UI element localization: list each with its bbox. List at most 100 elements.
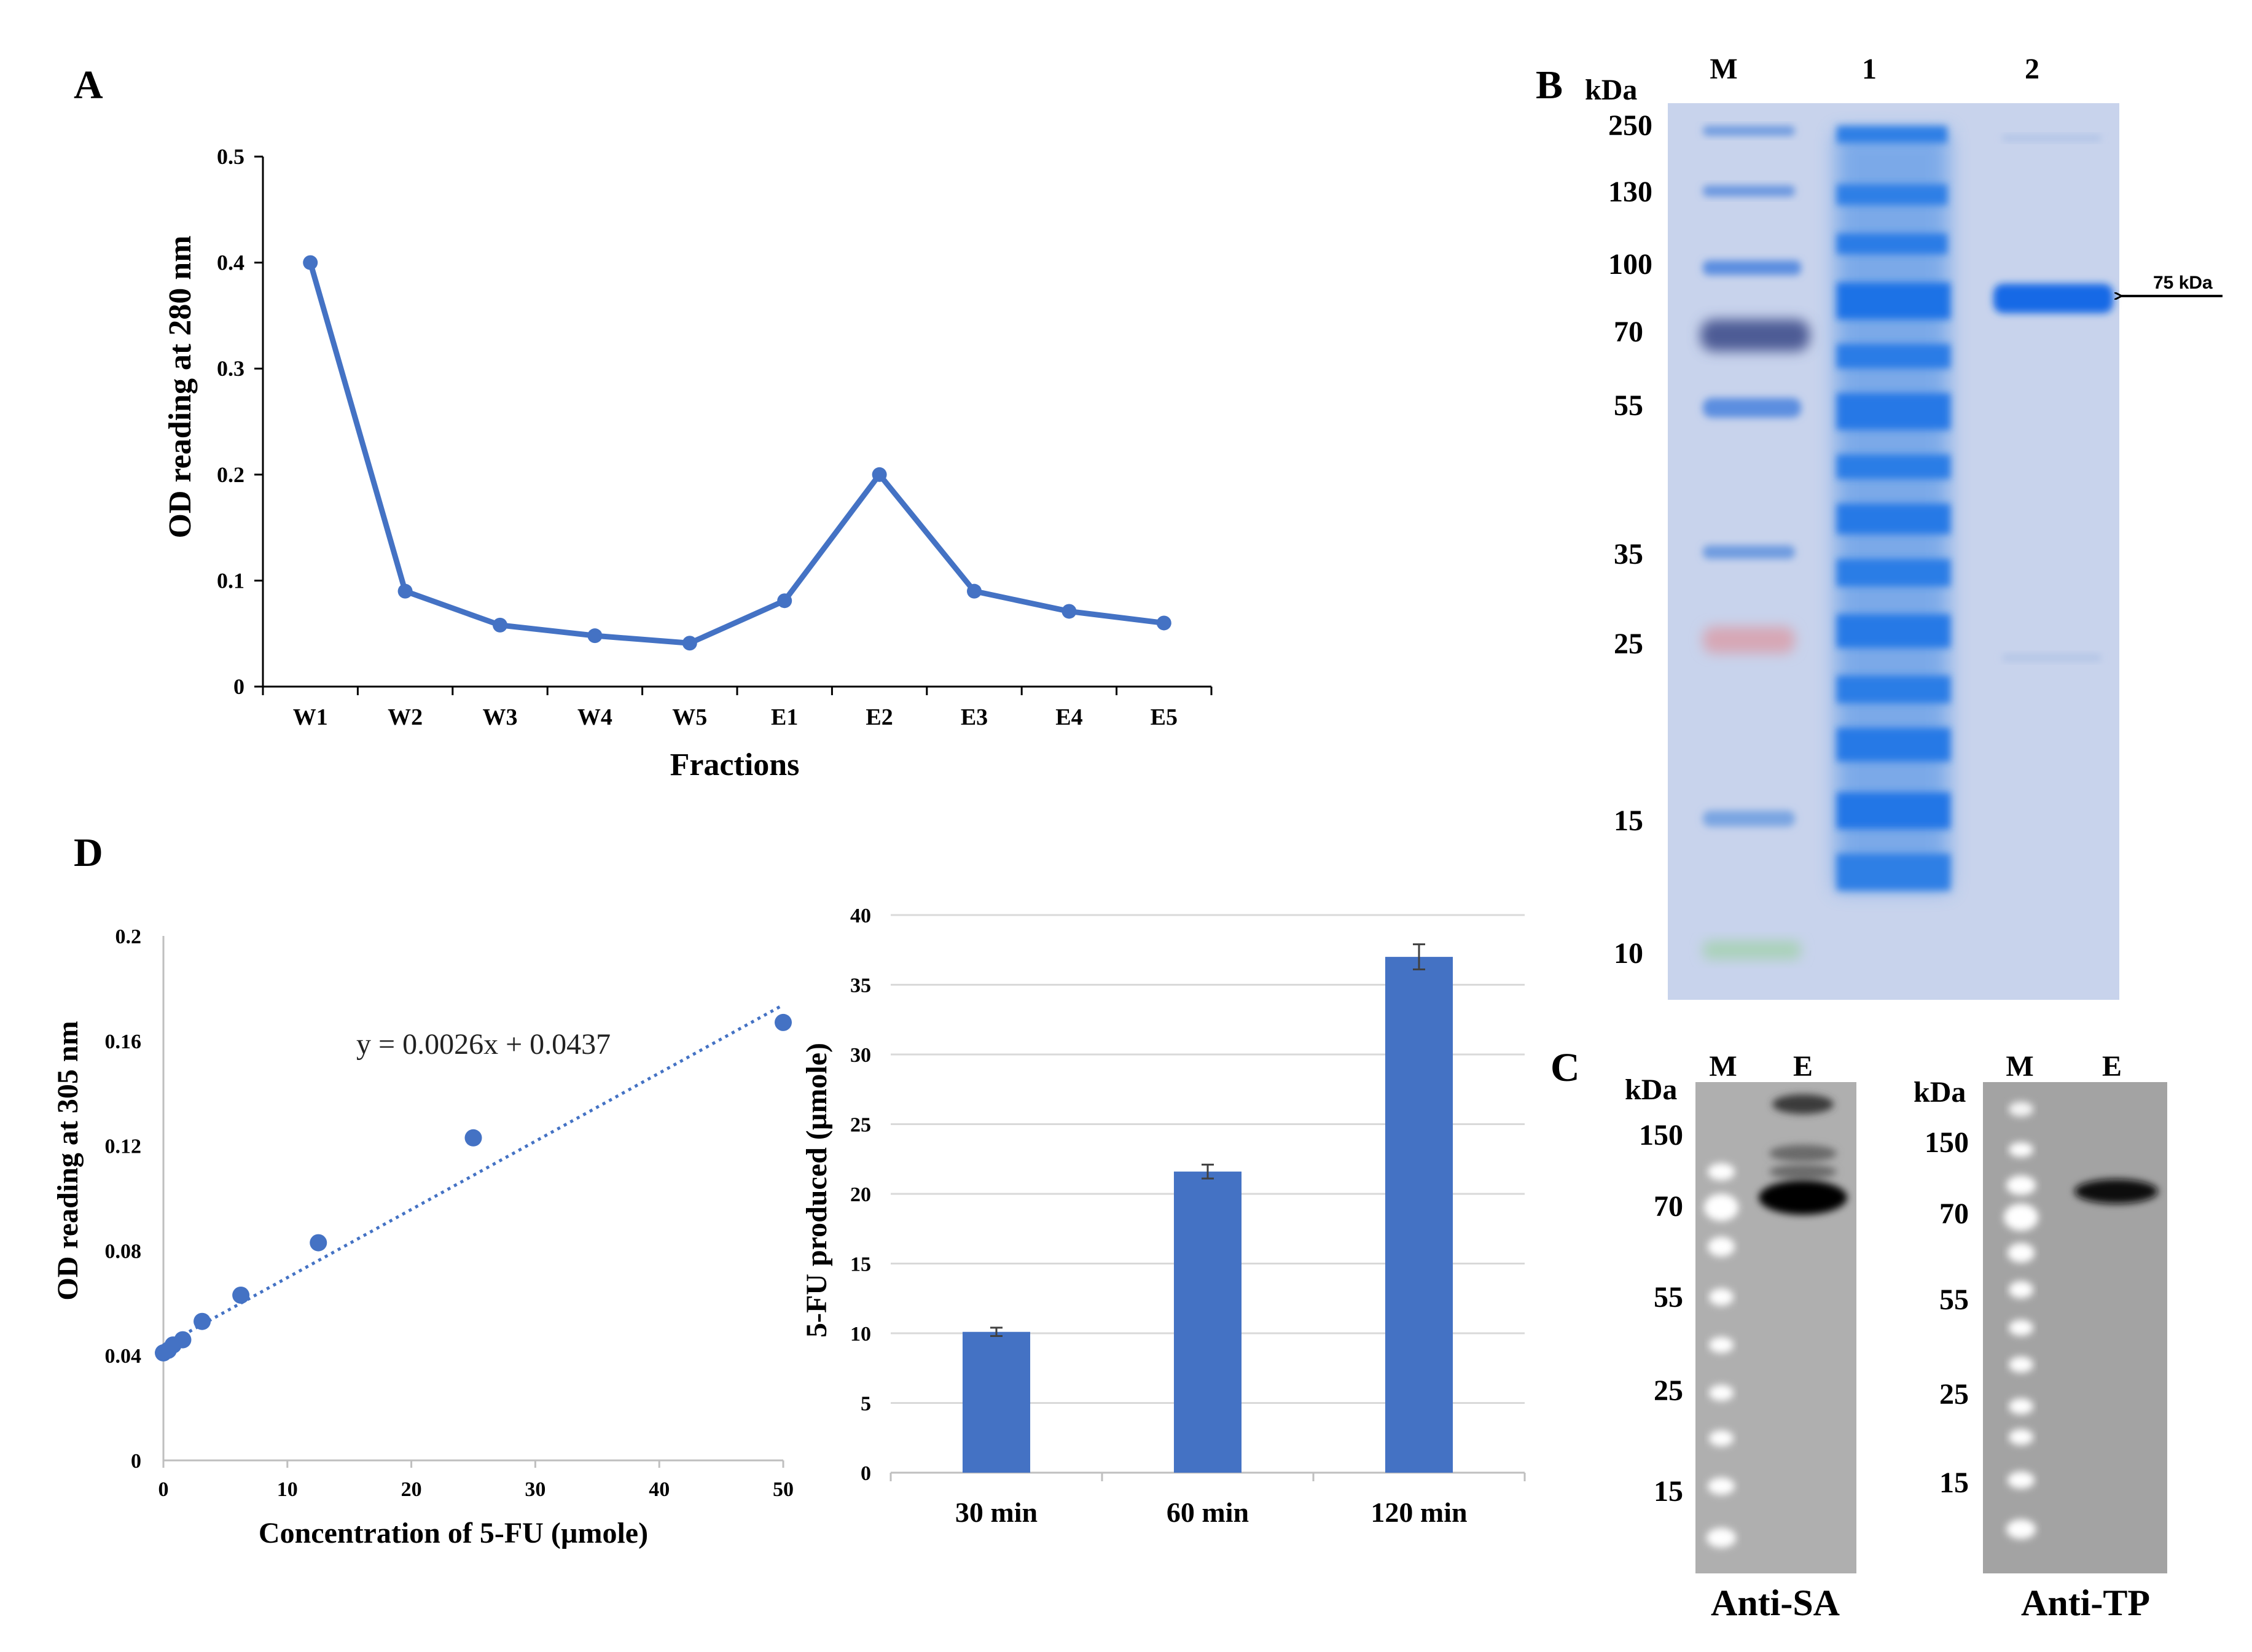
gel-marker-55: 55 [1614, 389, 1643, 422]
blot-1-lane-m: M [1709, 1050, 1737, 1083]
blot-2-marker-150: 150 [1925, 1126, 1969, 1159]
y-tick-label: 40 [850, 905, 871, 927]
x-tick-label: W4 [577, 704, 612, 730]
y-tick-label: 30 [850, 1044, 871, 1067]
x-tick-label: E3 [961, 704, 988, 730]
blot-1-image [1695, 1082, 1856, 1573]
y-tick-label: 0 [233, 674, 244, 699]
data-point [777, 593, 792, 609]
gel-marker-70: 70 [1614, 316, 1643, 348]
data-point [194, 1312, 211, 1330]
bar-chart: 0 5 10 15 20 25 30 35 40 30 min 60 min 120 min [850, 905, 1526, 1528]
data-point [464, 1129, 482, 1147]
gel-unit-label: kDa [1585, 74, 1637, 106]
data-point [682, 636, 697, 651]
blot-2-marker-15: 15 [1939, 1467, 1969, 1499]
blot-2-marker-70: 70 [1939, 1198, 1969, 1230]
data-point [775, 1013, 792, 1031]
data-point [303, 255, 318, 270]
data-point [310, 1234, 327, 1252]
gel-marker-10: 10 [1614, 937, 1643, 970]
x-tick-label: 30 min [955, 1497, 1038, 1528]
series-line [307, 262, 1165, 646]
x-tick-label: W2 [388, 704, 423, 730]
x-tick-label: 50 [773, 1478, 794, 1501]
data-point [232, 1286, 250, 1304]
gel-marker-25: 25 [1614, 628, 1643, 660]
blot-2-lane-e: E [2102, 1050, 2122, 1083]
blot-1-marker-55: 55 [1654, 1281, 1683, 1314]
data-point [967, 583, 982, 599]
y-tick-label: 0.08 [105, 1240, 142, 1263]
y-tick-label: 0 [861, 1462, 871, 1485]
line-chart: 0 0.1 0.2 0.3 0.4 0.5 W1 W2 W3 W4 W5 E1 E2 E3 E4 E5 [217, 144, 1213, 730]
x-tick-label: 30 [525, 1478, 545, 1501]
gel-arrow-label: 75 kDa [2153, 273, 2213, 293]
x-tick-label: E4 [1055, 704, 1082, 730]
y-tick-label: 0.04 [105, 1345, 142, 1368]
y-tick-label: 0.2 [217, 462, 244, 487]
y-tick-label: 15 [850, 1253, 871, 1276]
blot-2-unit-label: kDa [1914, 1076, 1966, 1108]
gel-marker-labels: 250 130 100 70 55 35 25 15 10 [1608, 109, 1652, 970]
blot-2-lane-m: M [2006, 1050, 2033, 1083]
y-tick-label: 35 [850, 975, 871, 997]
data-point [174, 1331, 192, 1349]
data-point [1061, 604, 1077, 619]
gel-marker-35: 35 [1614, 538, 1643, 571]
x-tick-label: 20 [401, 1478, 422, 1501]
x-tick-label: 0 [158, 1478, 169, 1501]
panel-b-letter: B [1536, 63, 1563, 107]
blot-1-marker-15: 15 [1654, 1475, 1683, 1508]
y-tick-label: 0.1 [217, 568, 244, 593]
x-tick-label: E1 [771, 704, 798, 730]
x-tick-label: W5 [672, 704, 707, 730]
x-tick-label: 120 min [1370, 1497, 1467, 1528]
gel-marker-15: 15 [1614, 805, 1643, 837]
bar [962, 1331, 1031, 1473]
blot-1-marker-150: 150 [1639, 1119, 1683, 1151]
x-tick-label: 60 min [1167, 1497, 1249, 1528]
blot-1-marker-25: 25 [1654, 1374, 1683, 1407]
data-point [872, 467, 887, 482]
bar [1173, 1171, 1242, 1473]
y-tick-label: 0.3 [217, 356, 244, 381]
y-tick-label: 0.5 [217, 144, 244, 169]
blot-2-marker-55: 55 [1939, 1284, 1969, 1316]
blot-1-marker-70: 70 [1654, 1190, 1683, 1223]
gel-lane-label-2: 2 [2025, 53, 2039, 85]
blot-1-lane-e: E [1793, 1050, 1813, 1083]
gel-lane-label-m: M [1710, 53, 1737, 85]
panel-c-letter: C [1550, 1045, 1580, 1090]
y-tick-label: 0.2 [115, 925, 142, 948]
y-tick-label: 0.16 [105, 1031, 142, 1053]
bar [1385, 957, 1453, 1473]
data-point [493, 617, 507, 633]
data-point [1156, 615, 1171, 631]
gel-image [1668, 103, 2119, 1000]
blot-2-marker-25: 25 [1939, 1378, 1969, 1411]
blot-2-marker-labels: 150 70 55 25 15 [1925, 1126, 1969, 1499]
data-point [397, 583, 413, 599]
x-tick-label: W1 [293, 704, 328, 730]
blot-1-marker-labels: 150 70 55 25 15 [1639, 1119, 1683, 1508]
y-tick-label: 20 [850, 1183, 871, 1206]
gel-marker-130: 130 [1608, 176, 1652, 208]
y-tick-label: 10 [850, 1323, 871, 1346]
scatter-chart: 0 0.04 0.08 0.12 0.16 0.2 0 10 20 30 40 50 [105, 925, 794, 1501]
gel-marker-100: 100 [1608, 248, 1652, 281]
blot-1-unit-label: kDa [1625, 1073, 1677, 1106]
blot-2-image [1983, 1082, 2167, 1573]
chart-d1-y-title: OD reading at 305 nm [52, 1021, 84, 1300]
chart-a-x-title: Fractions [670, 747, 800, 782]
panel-d-letter: D [74, 830, 103, 875]
y-tick-label: 5 [861, 1393, 871, 1416]
y-tick-label: 25 [850, 1114, 871, 1137]
x-tick-label: E5 [1151, 704, 1178, 730]
data-point [587, 628, 603, 644]
y-tick-label: 0 [131, 1450, 141, 1473]
chart-a-y-title: OD reading at 280 nm [163, 235, 198, 538]
gel-marker-250: 250 [1608, 109, 1652, 142]
y-tick-label: 0.12 [105, 1136, 142, 1158]
